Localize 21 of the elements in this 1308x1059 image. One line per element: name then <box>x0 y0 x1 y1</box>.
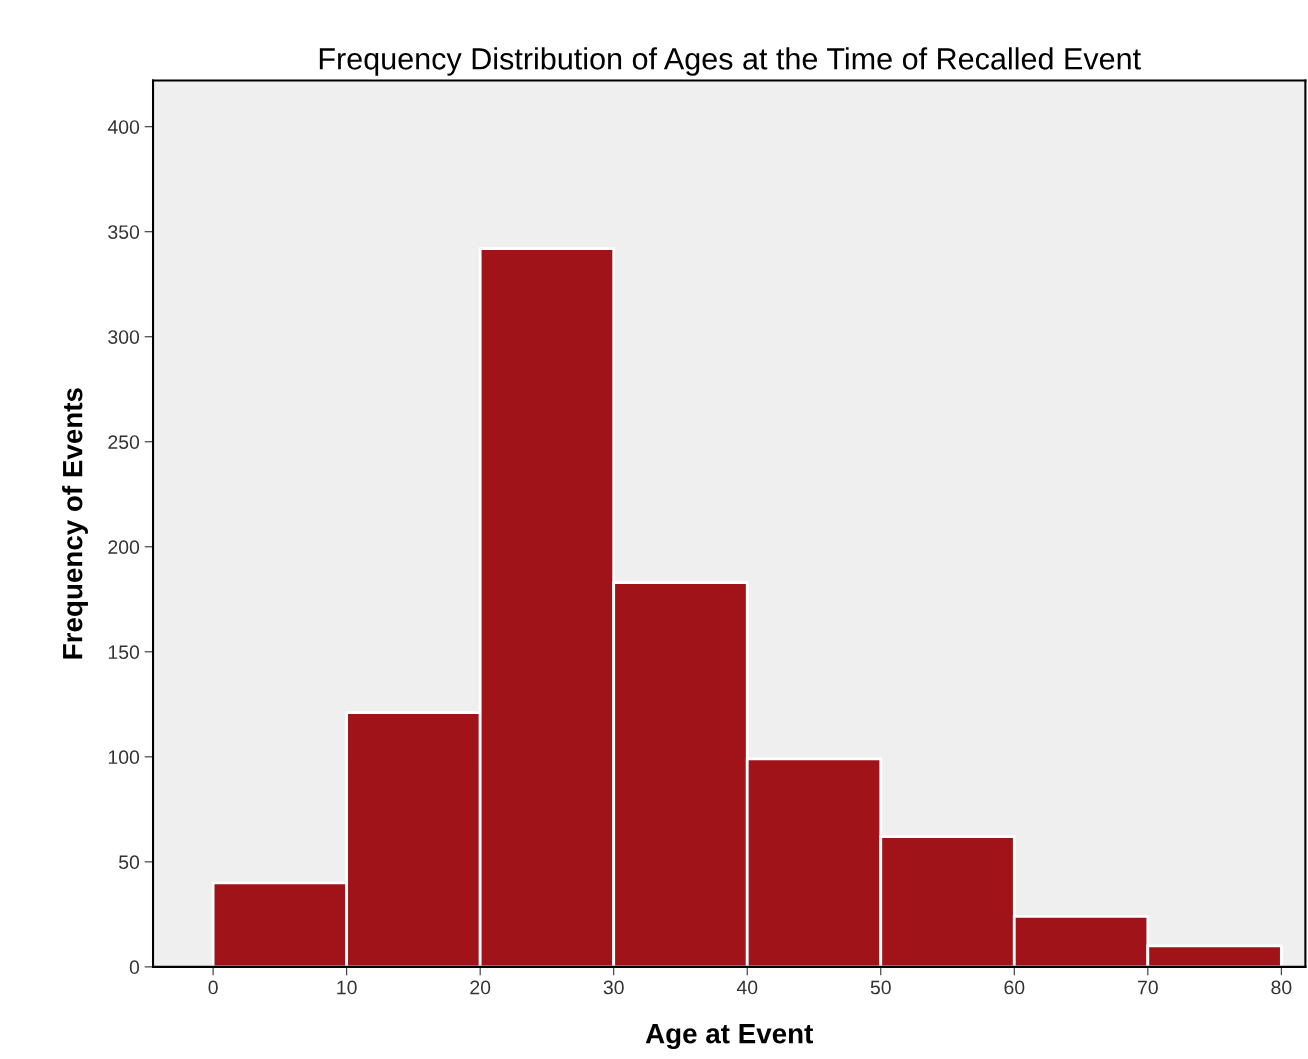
y-tick-label: 200 <box>108 540 140 555</box>
x-axis-title: Age at Event <box>645 1024 813 1050</box>
x-tick-label: 50 <box>870 980 891 995</box>
x-tick-label: 20 <box>470 980 491 995</box>
x-tick-label: 0 <box>208 980 218 995</box>
y-tick-label: 250 <box>108 435 140 449</box>
x-tick-label: 60 <box>1004 980 1025 995</box>
x-tick-label: 70 <box>1138 980 1158 995</box>
x-tick-label: 30 <box>603 980 624 995</box>
x-tick-label: 10 <box>337 980 357 995</box>
x-tick-label: 40 <box>736 980 758 995</box>
y-axis-title: Frequency of Events <box>62 388 88 659</box>
y-tick-label: 350 <box>108 225 140 239</box>
y-tick-label: 300 <box>108 330 140 344</box>
y-tick-label: 50 <box>118 855 140 870</box>
y-tick-label: 400 <box>107 120 140 134</box>
y-tick-label: 150 <box>108 645 140 660</box>
y-tick-label: 0 <box>129 960 140 975</box>
x-tick-label: 80 <box>1271 980 1292 995</box>
chart-title: Frequency Distribution of Ages at the Time of Recalled Event <box>319 47 1141 76</box>
y-tick-label: 100 <box>108 750 140 765</box>
